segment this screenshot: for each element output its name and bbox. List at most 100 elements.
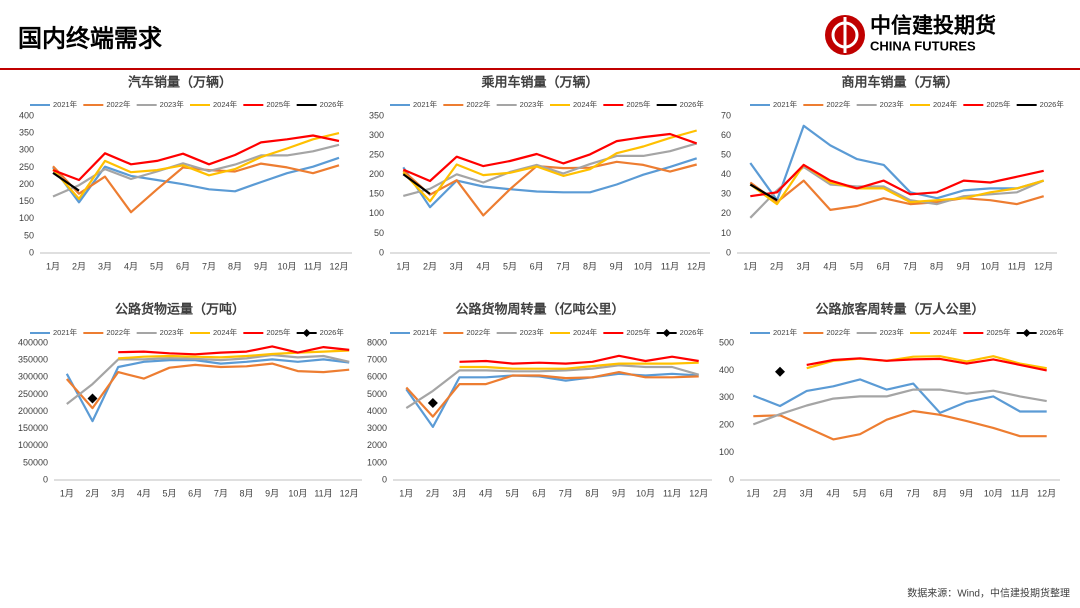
- series-line: [402, 132, 698, 183]
- x-tick-label: 2月: [773, 488, 787, 498]
- y-tick-label: 400: [19, 110, 34, 120]
- series-line: [753, 409, 1047, 441]
- series-line: [52, 171, 80, 192]
- x-tick-label: 2月: [72, 261, 86, 271]
- y-tick-label: 400: [719, 365, 734, 375]
- y-tick-label: 500: [719, 337, 734, 347]
- x-tick-label: 10月: [634, 261, 653, 271]
- data-point: [427, 397, 438, 408]
- legend-label: 2024年: [933, 327, 958, 337]
- y-tick-label: 100: [369, 208, 384, 218]
- y-tick-label: 7000: [367, 355, 387, 365]
- legend-marker: [662, 329, 671, 337]
- x-tick-label: 1月: [399, 488, 413, 498]
- legend-label: 2025年: [986, 327, 1011, 337]
- series-line: [65, 362, 350, 410]
- y-tick-label: 250: [19, 162, 34, 172]
- series-line: [750, 163, 1044, 198]
- legend-label: 2023年: [520, 327, 545, 337]
- series-line: [52, 162, 340, 214]
- logo-en: CHINA FUTURES: [870, 38, 976, 53]
- y-tick-label: 200: [19, 179, 34, 189]
- x-tick-label: 1月: [60, 488, 74, 498]
- legend-label: 2026年: [680, 99, 705, 109]
- legend-label: 2022年: [466, 99, 491, 109]
- x-tick-label: 9月: [957, 261, 971, 271]
- legend-marker: [302, 329, 311, 337]
- legend-label: 2025年: [626, 327, 651, 337]
- x-tick-label: 12月: [329, 261, 348, 271]
- series-line: [402, 160, 697, 217]
- x-tick-label: 7月: [214, 488, 228, 498]
- source-note: 数据来源：Wind，中信建投期货整理: [907, 587, 1070, 600]
- legend-label: 2021年: [413, 99, 438, 109]
- legend-label: 2024年: [573, 327, 598, 337]
- y-tick-label: 0: [726, 247, 731, 257]
- series-line: [752, 388, 1047, 426]
- x-tick-label: 5月: [150, 261, 164, 271]
- x-tick-label: 3月: [452, 488, 466, 498]
- chart-title: 公路旅客周转量（万人公里）: [815, 301, 984, 316]
- x-tick-label: 2月: [423, 261, 437, 271]
- series-line: [65, 358, 350, 423]
- series-line: [749, 163, 1045, 206]
- y-tick-label: 200: [719, 420, 734, 430]
- legend-label: 2021年: [773, 327, 798, 337]
- legend-label: 2026年: [1040, 327, 1065, 337]
- series-line: [806, 357, 1047, 372]
- page-title: 国内终端需求: [18, 24, 162, 52]
- x-tick-label: 1月: [746, 488, 760, 498]
- x-tick-label: 12月: [340, 488, 359, 498]
- chart-title: 汽车销量（万辆）: [128, 74, 232, 89]
- x-tick-label: 12月: [1034, 261, 1053, 271]
- y-tick-label: 150000: [18, 423, 48, 433]
- x-tick-label: 10月: [277, 261, 296, 271]
- legend-label: 2024年: [933, 99, 958, 109]
- y-tick-label: 1000: [367, 457, 387, 467]
- x-tick-label: 9月: [254, 261, 268, 271]
- series-line: [749, 179, 1045, 211]
- x-tick-label: 8月: [933, 488, 947, 498]
- x-tick-label: 7月: [903, 261, 917, 271]
- y-tick-label: 350: [369, 110, 384, 120]
- y-tick-label: 300000: [18, 372, 48, 382]
- y-tick-label: 150: [369, 189, 384, 199]
- y-tick-label: 60: [721, 130, 731, 140]
- series-line: [405, 371, 699, 418]
- y-tick-label: 400000: [18, 337, 48, 347]
- legend-label: 2022年: [826, 327, 851, 337]
- data-point: [87, 393, 98, 404]
- legend-label: 2023年: [160, 99, 185, 109]
- x-tick-label: 10月: [981, 261, 1000, 271]
- series-line: [405, 372, 699, 428]
- x-tick-label: 5月: [853, 488, 867, 498]
- x-tick-label: 9月: [610, 261, 624, 271]
- y-tick-label: 100: [719, 447, 734, 457]
- x-tick-label: 9月: [265, 488, 279, 498]
- x-tick-label: 10月: [636, 488, 655, 498]
- y-tick-label: 30: [721, 189, 731, 199]
- series-line: [459, 354, 699, 365]
- series-line: [402, 173, 431, 195]
- x-tick-label: 6月: [877, 261, 891, 271]
- series-line: [52, 134, 340, 182]
- series-line: [118, 345, 350, 356]
- legend-label: 2025年: [626, 99, 651, 109]
- x-tick-label: 8月: [583, 261, 597, 271]
- x-tick-label: 12月: [1037, 488, 1056, 498]
- x-tick-label: 1月: [743, 261, 757, 271]
- x-tick-label: 8月: [228, 261, 242, 271]
- y-tick-label: 250000: [18, 389, 48, 399]
- x-tick-label: 1月: [46, 261, 60, 271]
- x-tick-label: 6月: [530, 261, 544, 271]
- x-tick-label: 3月: [111, 488, 125, 498]
- legend-label: 2021年: [413, 327, 438, 337]
- x-tick-label: 3月: [450, 261, 464, 271]
- y-tick-label: 5000: [367, 389, 387, 399]
- series-line: [66, 353, 350, 405]
- y-tick-label: 70: [721, 110, 731, 120]
- x-tick-label: 6月: [532, 488, 546, 498]
- x-tick-label: 5月: [503, 261, 517, 271]
- legend-label: 2022年: [106, 327, 131, 337]
